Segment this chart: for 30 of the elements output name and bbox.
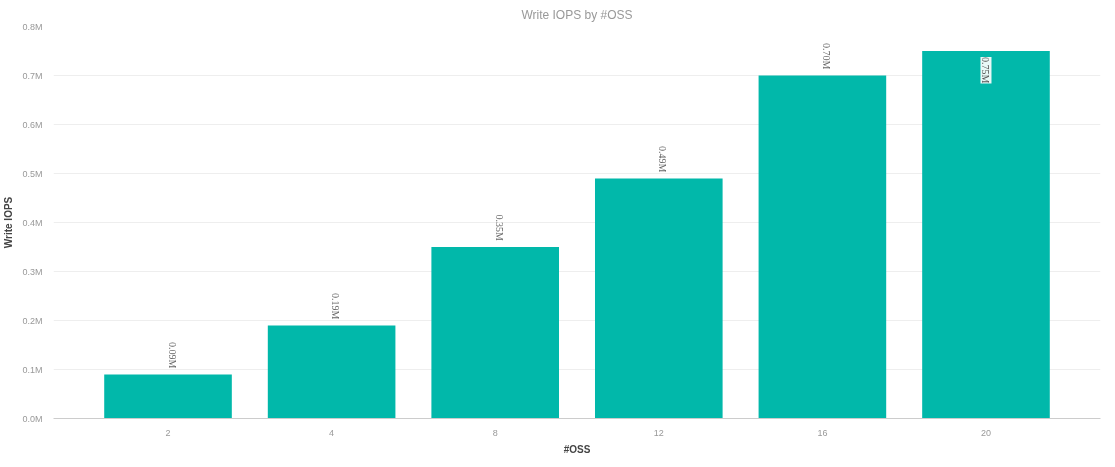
y-tick-label: 0.6M [22,119,43,130]
bar [104,374,232,419]
y-tick-label: 0.4M [22,217,43,228]
bar [922,51,1050,419]
data-label: 0.49M [657,146,669,173]
bar [595,178,723,419]
bar [431,247,559,419]
y-tick-label: 0.3M [22,266,43,277]
data-label: 0.35M [493,214,505,242]
data-label: 0.19M [330,293,342,320]
data-label: 0.75M [980,57,992,84]
x-tick-label: 2 [165,427,171,438]
chart-title: Write IOPS by #OSS [521,7,633,22]
x-tick-label: 20 [980,427,991,438]
bar [267,325,396,419]
x-tick-label: 12 [653,427,664,438]
y-tick-label: 0.5M [22,168,43,179]
bar [758,75,887,419]
x-tick-label: 16 [817,427,828,438]
y-axis-title: Write IOPS [3,196,15,249]
y-tick-label: 0.7M [22,70,43,81]
y-tick-label: 0.2M [22,315,43,326]
data-label: 0.70M [820,43,832,70]
y-tick-label: 0.1M [22,364,43,375]
x-tick-label: 4 [329,427,335,438]
data-label: 0.09M [166,342,178,369]
x-tick-label: 8 [492,427,498,438]
x-axis-title: #OSS [563,443,591,455]
y-tick-label: 0.8M [22,21,43,32]
y-tick-label: 0.0M [22,413,43,424]
